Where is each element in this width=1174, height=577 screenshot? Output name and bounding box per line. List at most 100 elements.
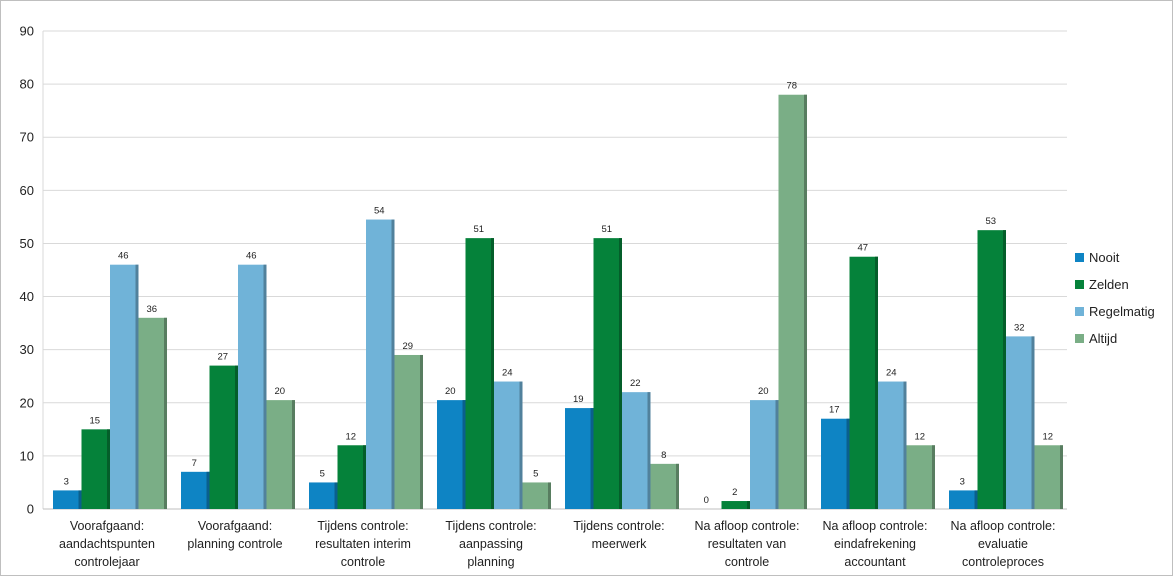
y-tick-label: 90 xyxy=(20,24,34,39)
data-label: 54 xyxy=(374,206,385,217)
bar-side-regelmatig xyxy=(391,219,395,510)
bar-altijd xyxy=(650,463,679,509)
data-label: 15 xyxy=(89,415,100,426)
y-tick-label: 40 xyxy=(20,289,34,304)
legend: Nooit Zelden Regelmatig Altijd xyxy=(1075,250,1155,346)
data-label: 78 xyxy=(786,81,797,92)
legend-swatch-altijd xyxy=(1075,334,1084,343)
bar-regelmatig xyxy=(238,264,267,509)
x-category-label: Tijdens controle: aanpassing planning xyxy=(445,519,536,569)
bar-zelden xyxy=(593,238,622,509)
data-label: 19 xyxy=(573,394,584,405)
data-label: 53 xyxy=(985,216,996,227)
data-label: 3 xyxy=(960,476,965,487)
bar-side-nooit xyxy=(462,400,466,509)
bar-regelmatig xyxy=(110,264,139,509)
data-label: 32 xyxy=(1014,322,1025,333)
bar-side-regelmatig xyxy=(263,264,267,509)
bar-side-nooit xyxy=(334,482,338,509)
x-category-line: controlejaar xyxy=(74,555,139,569)
bar-regelmatig xyxy=(1006,336,1035,509)
x-category-line: Tijdens controle: xyxy=(317,519,408,533)
bar-nooit xyxy=(181,471,210,509)
x-category-line: meerwerk xyxy=(592,537,648,551)
x-axis: Voorafgaand: aandachtspunten controlejaarV… xyxy=(59,519,1055,569)
bar-side-altijd xyxy=(1060,445,1063,509)
bar-side-altijd xyxy=(420,354,423,509)
bar-side-regelmatig xyxy=(1031,336,1035,509)
bar-side-nooit xyxy=(590,408,594,509)
bar-side-altijd xyxy=(932,445,935,509)
legend-label: Altijd xyxy=(1089,331,1117,346)
bar-nooit xyxy=(949,490,978,509)
bar-regelmatig xyxy=(622,392,651,509)
y-axis-ticks: 0 10 20 30 40 50 60 70 80 90 xyxy=(20,24,34,517)
x-category-line: Tijdens controle: xyxy=(573,519,664,533)
bar-altijd xyxy=(138,317,167,509)
bar-altijd xyxy=(522,482,551,509)
x-category-line: planning controle xyxy=(187,537,282,551)
legend-label: Nooit xyxy=(1089,250,1120,265)
x-category-line: evaluatie xyxy=(978,537,1028,551)
data-label: 2 xyxy=(732,487,737,498)
bar-regelmatig xyxy=(366,219,395,510)
bar-zelden xyxy=(849,256,878,509)
bar-side-nooit xyxy=(974,490,978,509)
bar-zelden xyxy=(465,238,494,509)
bar-regelmatig xyxy=(750,400,779,509)
bar-side-nooit xyxy=(206,471,210,509)
bar-altijd xyxy=(394,354,423,509)
x-category-line: Na afloop controle: xyxy=(695,519,800,533)
data-label: 5 xyxy=(533,468,538,479)
data-label: 24 xyxy=(886,368,897,379)
bar-regelmatig xyxy=(494,381,523,509)
x-category-label: Voorafgaand: planning controle xyxy=(187,519,282,551)
bar-side-regelmatig xyxy=(647,392,651,509)
bar-nooit xyxy=(309,482,338,509)
data-label: 27 xyxy=(217,352,228,363)
data-label: 20 xyxy=(274,386,285,397)
y-tick-label: 70 xyxy=(20,130,34,145)
bar-side-altijd xyxy=(164,317,167,509)
data-label: 12 xyxy=(1042,431,1053,442)
legend-swatch-nooit xyxy=(1075,253,1084,262)
x-category-line: Na afloop controle: xyxy=(951,519,1056,533)
bar-side-nooit xyxy=(846,418,850,509)
data-label: 46 xyxy=(118,251,129,262)
data-label: 12 xyxy=(914,431,925,442)
x-category-line: Na afloop controle: xyxy=(823,519,928,533)
data-label: 20 xyxy=(758,386,769,397)
y-tick-label: 20 xyxy=(20,395,34,410)
bar-nooit xyxy=(821,418,850,509)
x-category-line: Tijdens controle: xyxy=(445,519,536,533)
bar-side-altijd xyxy=(676,463,679,509)
bar-side-altijd xyxy=(804,94,807,509)
data-label: 29 xyxy=(402,341,413,352)
x-category-line: resultaten van xyxy=(708,537,787,551)
data-label: 3 xyxy=(64,476,69,487)
bar-nooit xyxy=(565,408,594,509)
legend-swatch-regelmatig xyxy=(1075,307,1084,316)
data-label: 17 xyxy=(829,405,840,416)
y-tick-label: 50 xyxy=(20,236,34,251)
data-label: 5 xyxy=(320,468,325,479)
x-category-line: controle xyxy=(341,555,386,569)
legend-swatch-zelden xyxy=(1075,280,1084,289)
bar-zelden xyxy=(721,501,750,509)
legend-label: Zelden xyxy=(1089,277,1129,292)
data-label: 51 xyxy=(601,224,612,235)
data-label: 24 xyxy=(502,368,513,379)
bar-side-regelmatig xyxy=(903,381,907,509)
data-label: 20 xyxy=(445,386,456,397)
data-label: 7 xyxy=(192,458,197,469)
y-tick-label: 60 xyxy=(20,183,34,198)
bar-side-altijd xyxy=(548,482,551,509)
x-category-line: controleproces xyxy=(962,555,1044,569)
x-category-line: accountant xyxy=(844,555,906,569)
x-category-label: Na afloop controle: resultaten van control… xyxy=(695,519,800,569)
bar-side-zelden xyxy=(235,365,238,509)
bar-zelden xyxy=(337,445,366,509)
bar-side-zelden xyxy=(363,445,366,509)
bar-side-nooit xyxy=(78,490,82,509)
